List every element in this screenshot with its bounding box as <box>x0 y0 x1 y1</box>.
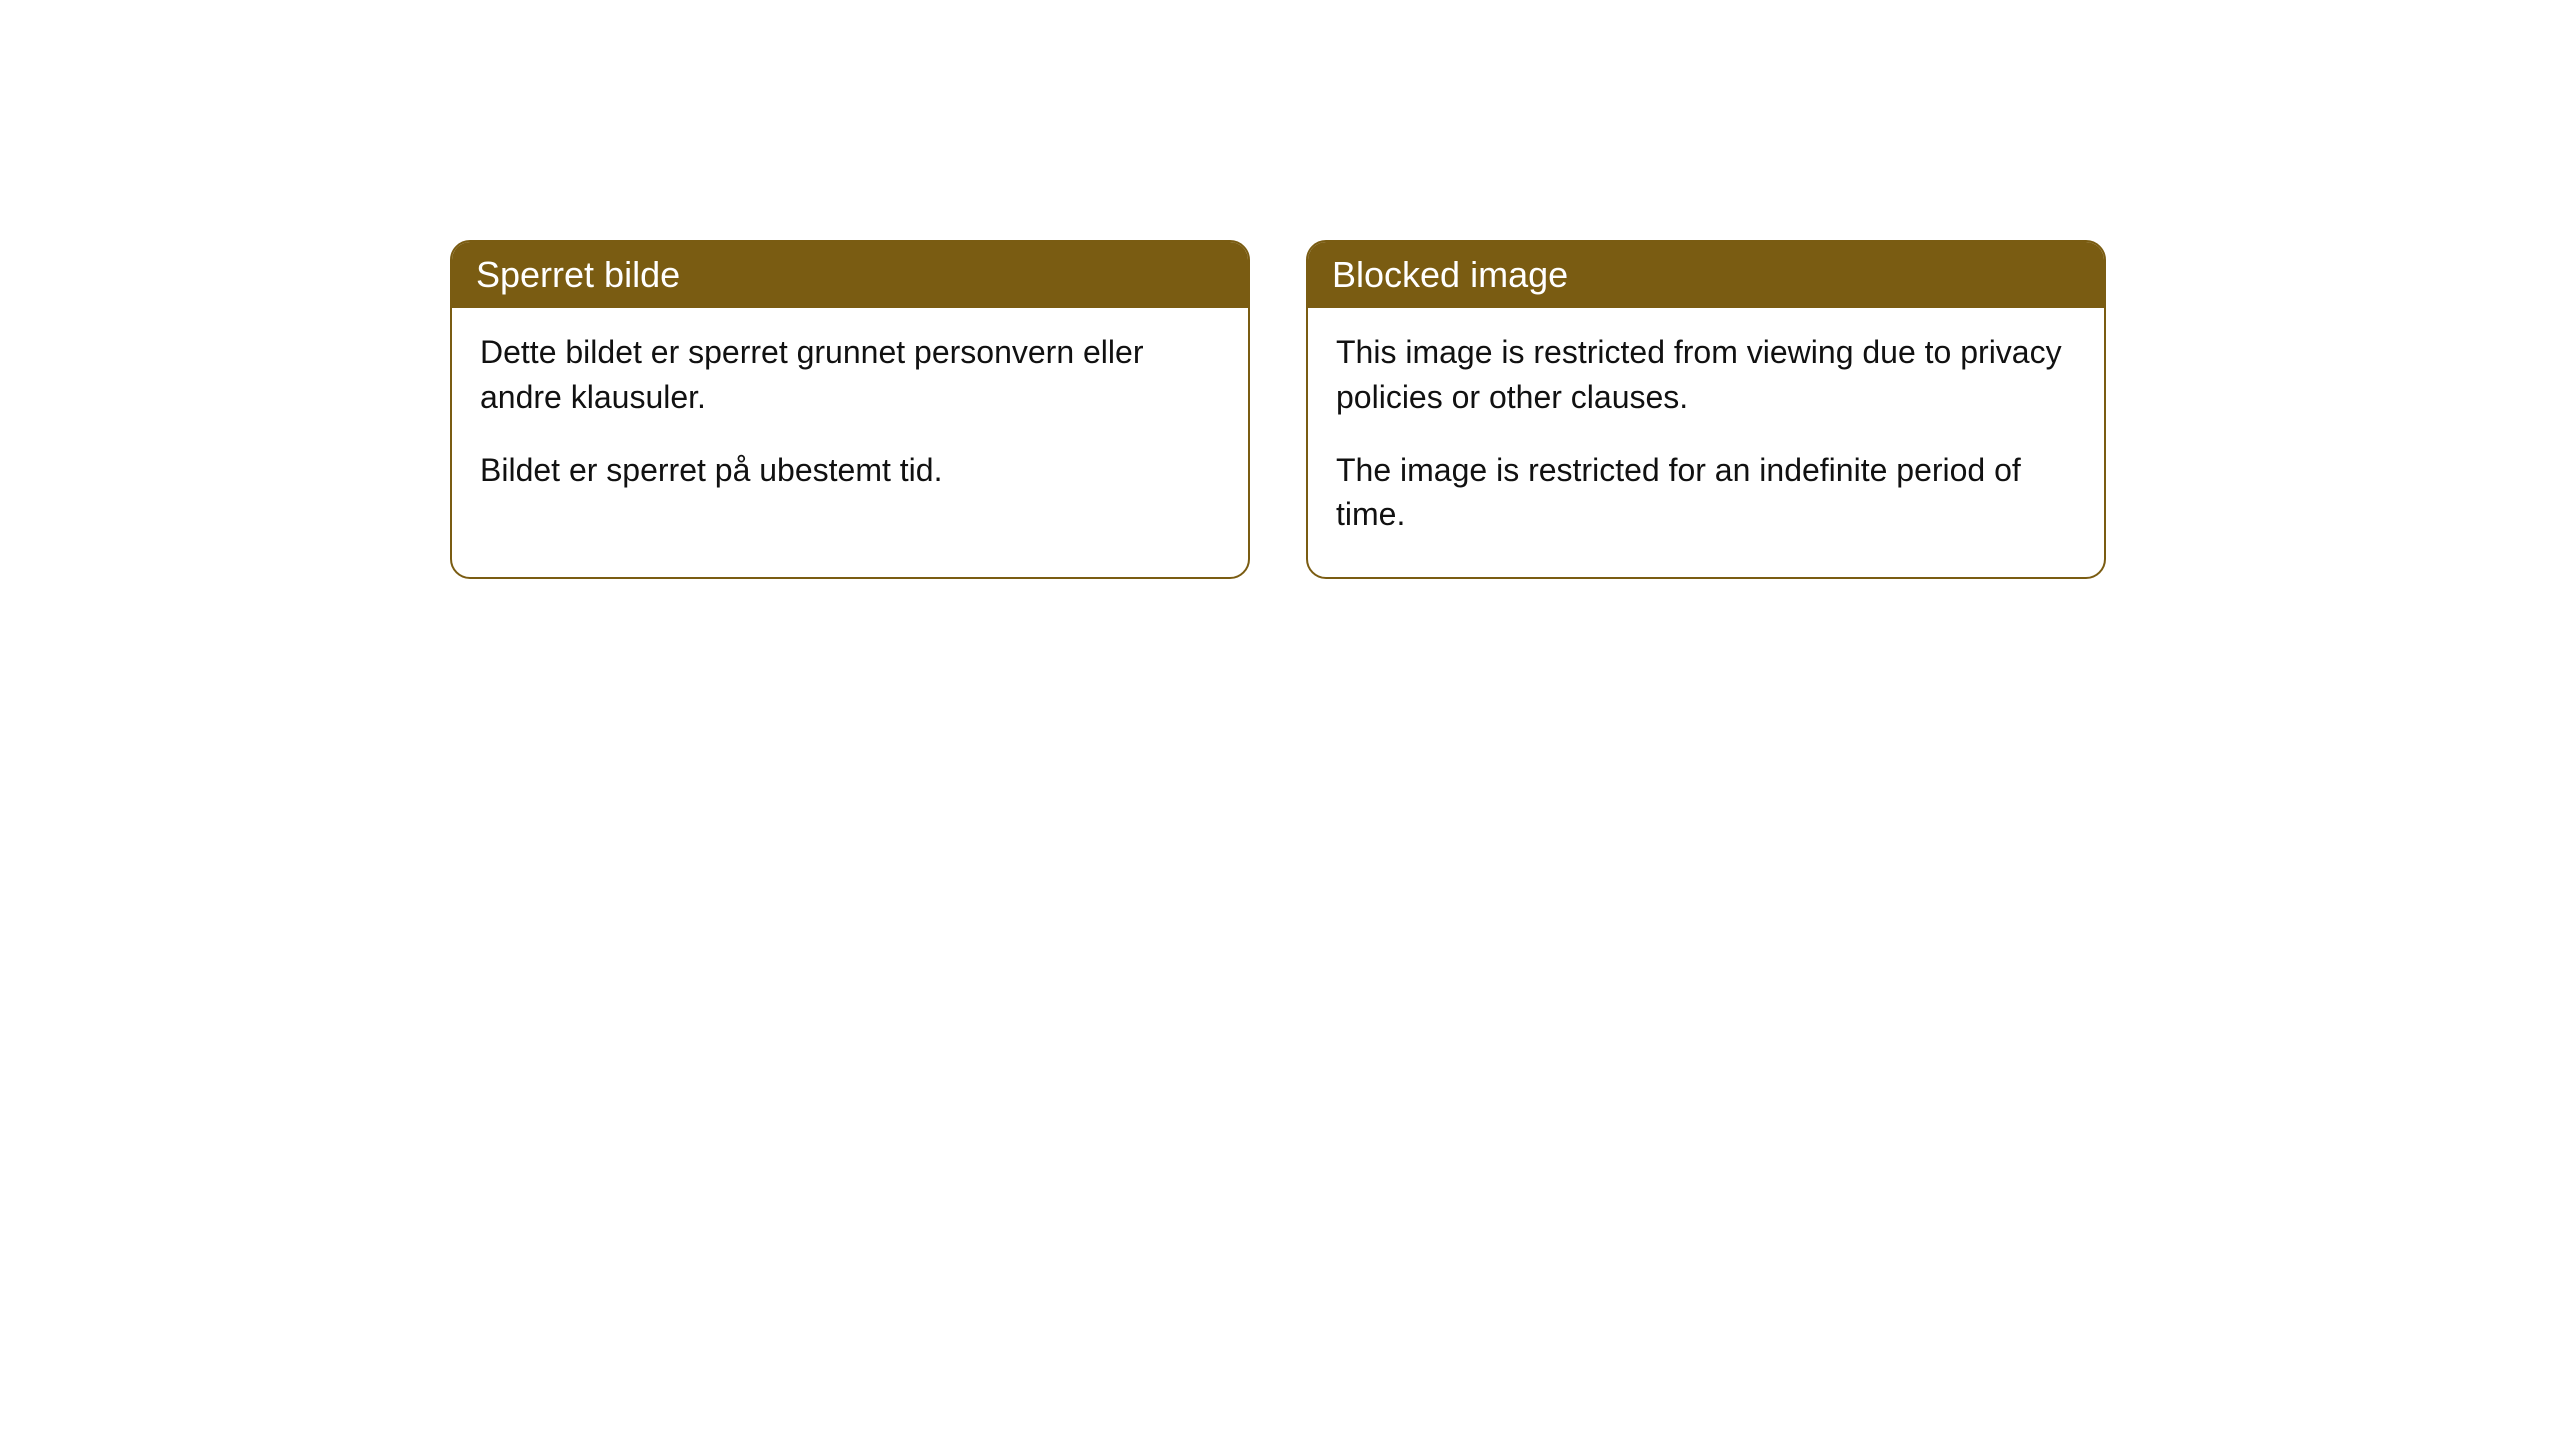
card-body-english: This image is restricted from viewing du… <box>1308 308 2104 577</box>
card-paragraph: This image is restricted from viewing du… <box>1336 330 2076 420</box>
card-header-english: Blocked image <box>1308 242 2104 308</box>
card-paragraph: Dette bildet er sperret grunnet personve… <box>480 330 1220 420</box>
card-english: Blocked image This image is restricted f… <box>1306 240 2106 579</box>
card-header-norwegian: Sperret bilde <box>452 242 1248 308</box>
cards-container: Sperret bilde Dette bildet er sperret gr… <box>450 240 2560 579</box>
card-body-norwegian: Dette bildet er sperret grunnet personve… <box>452 308 1248 532</box>
card-norwegian: Sperret bilde Dette bildet er sperret gr… <box>450 240 1250 579</box>
card-paragraph: Bildet er sperret på ubestemt tid. <box>480 448 1220 493</box>
card-paragraph: The image is restricted for an indefinit… <box>1336 448 2076 538</box>
